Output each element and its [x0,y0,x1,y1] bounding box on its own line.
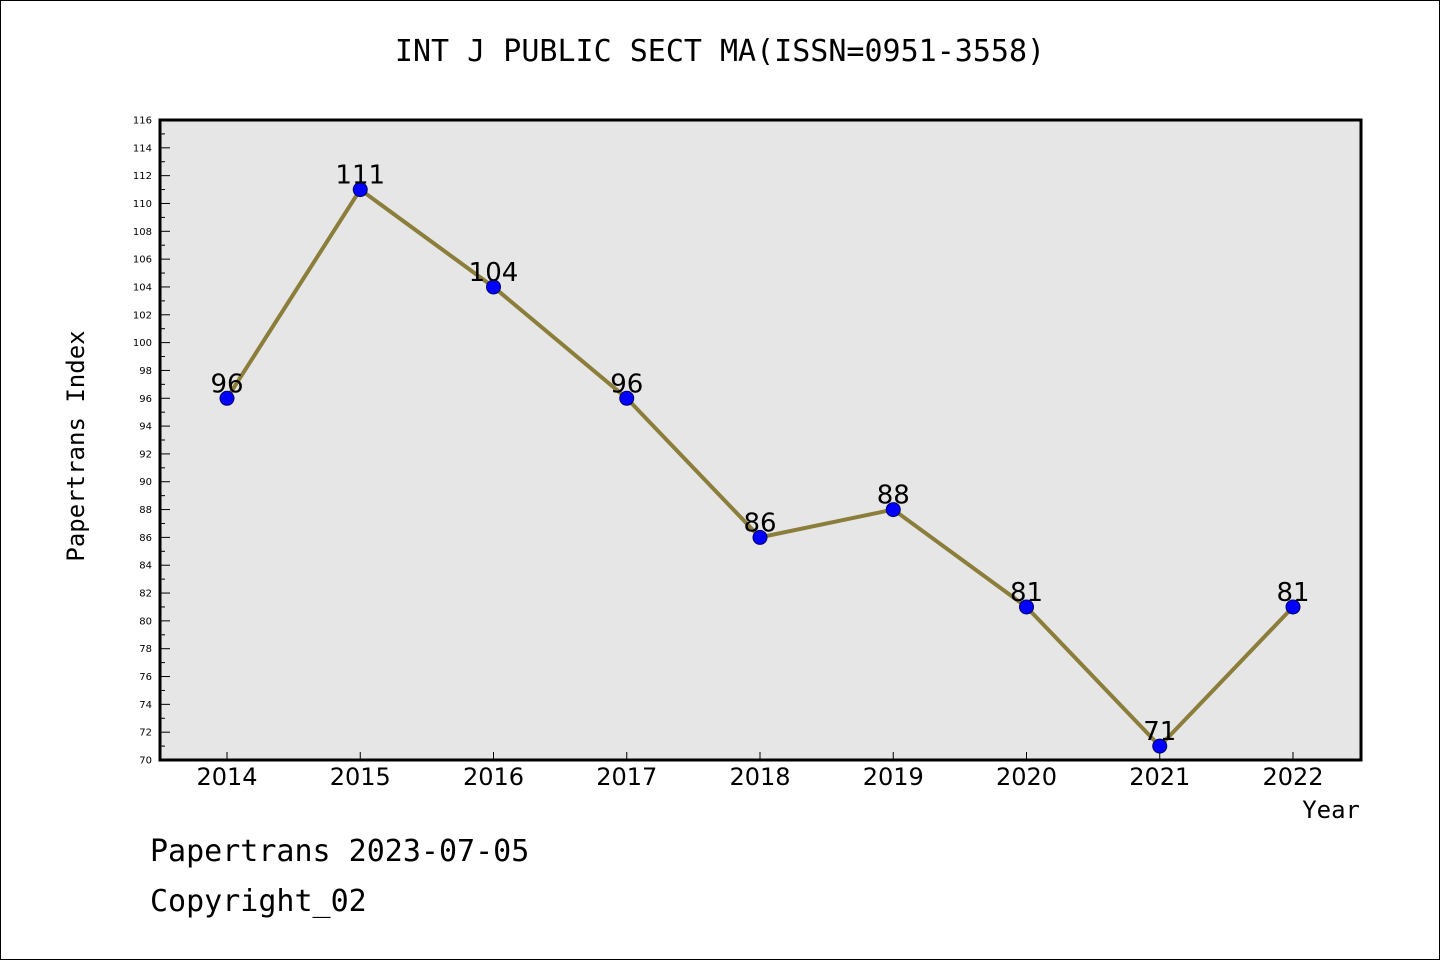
y-tick-label: 110 [133,199,152,210]
y-tick-label: 96 [139,394,152,405]
y-tick-label: 72 [139,728,152,739]
x-tick-label: 2017 [596,763,657,791]
x-tick-label: 2015 [330,763,391,791]
y-tick-label: 94 [139,422,152,433]
x-tick-label: 2022 [1262,763,1323,791]
y-tick-label: 70 [139,756,152,767]
plot-border [158,118,1363,762]
x-tick-label: 2014 [196,763,257,791]
x-tick-label: 2018 [729,763,790,791]
data-point [1152,738,1168,754]
data-label: 104 [469,258,519,288]
data-point [219,390,235,406]
y-tick-label: 84 [139,561,152,572]
data-point [486,279,501,295]
plot-area [160,120,1361,760]
x-tick-label: 2021 [1129,763,1190,791]
data-point [1019,599,1034,615]
y-tick-label: 80 [139,616,152,627]
data-point [885,502,901,518]
y-tick-label: 76 [139,672,152,683]
data-point [619,390,635,406]
y-tick-label: 78 [139,644,152,655]
data-label: 86 [743,508,776,538]
y-tick-label: 116 [133,116,152,127]
data-point [752,529,768,545]
footer-copyright-text: Copyright_02 [150,884,367,919]
data-label: 96 [610,369,643,399]
x-tick-label: 2016 [463,763,524,791]
data-label: 88 [877,481,910,511]
y-tick-label: 90 [139,477,152,488]
data-label: 111 [335,161,385,191]
y-tick-label: 114 [133,143,152,154]
y-tick-label: 98 [139,366,152,377]
y-tick-label: 100 [133,338,152,349]
y-tick-label: 86 [139,533,152,544]
x-tick-label: 2019 [863,763,924,791]
footer-date-text: Papertrans 2023-07-05 [150,834,530,869]
y-tick-label: 104 [133,282,152,293]
y-tick-label: 74 [139,700,152,711]
y-tick-label: 102 [133,310,152,321]
y-tick-label: 88 [139,505,152,516]
x-tick-label: 2020 [996,763,1057,791]
y-tick-label: 106 [133,255,152,266]
y-tick-label: 82 [139,589,152,600]
data-label: 81 [1276,578,1309,608]
data-label: 81 [1010,578,1043,608]
chart-title: INT J PUBLIC SECT MA(ISSN=0951-3558) [394,34,1046,69]
data-label: 71 [1143,717,1176,747]
x-axis-label: Year [1302,796,1360,824]
y-tick-label: 112 [133,171,152,182]
data-point [352,182,368,198]
y-tick-label: 108 [133,227,152,238]
data-label: 96 [210,369,243,399]
data-point [1285,599,1301,615]
y-tick-label: 92 [139,449,152,460]
